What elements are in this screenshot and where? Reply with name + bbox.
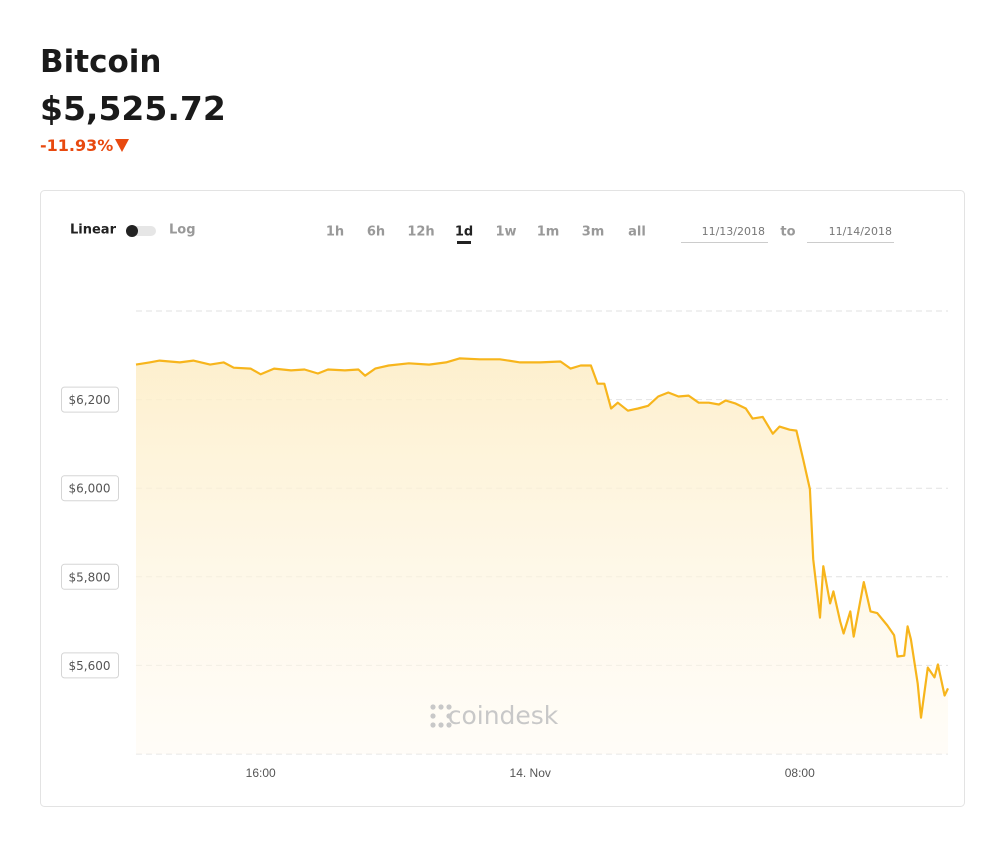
price: $5,525.72 — [40, 89, 226, 128]
log-label[interactable]: Log — [169, 223, 196, 238]
change-text: -11.93% — [40, 136, 114, 155]
y-tick-label: $5,800 — [69, 570, 111, 584]
down-arrow — [115, 139, 130, 152]
range-button[interactable]: 6h — [367, 225, 385, 240]
logo-dot — [446, 722, 452, 728]
toggle-knob — [126, 225, 138, 237]
x-tick-label: 16:00 — [246, 766, 276, 780]
to-label: to — [780, 225, 795, 240]
scale-toggle[interactable] — [126, 225, 156, 237]
range-button[interactable]: 1d — [455, 225, 473, 240]
date-to[interactable]: 11/14/2018 — [829, 225, 892, 238]
logo-dot — [438, 704, 444, 710]
range-button[interactable]: all — [628, 225, 646, 240]
x-tick-label: 14. Nov — [510, 766, 551, 780]
y-tick-label: $5,600 — [69, 659, 111, 673]
card — [40, 190, 965, 807]
price-change: -11.93% — [40, 136, 130, 155]
range-button[interactable]: 12h — [407, 225, 434, 240]
range-button[interactable]: 1w — [495, 225, 516, 240]
logo-dot — [430, 704, 436, 710]
area — [136, 358, 948, 754]
watermark: coindesk — [448, 701, 559, 730]
x-tick-label: 08:00 — [785, 766, 815, 780]
price-line — [135, 357, 949, 719]
y-tick-label: $6,000 — [69, 482, 111, 496]
logo-dot — [446, 704, 452, 710]
range-underline — [457, 241, 471, 244]
y-tick-box — [61, 652, 119, 679]
logo-dot — [430, 713, 436, 719]
date-from[interactable]: 11/13/2018 — [702, 225, 765, 238]
y-tick-box — [61, 563, 119, 590]
y-tick-box — [61, 475, 119, 502]
linear-label[interactable]: Linear — [70, 223, 117, 238]
logo-dot — [430, 722, 436, 728]
range-button[interactable]: 1m — [537, 225, 560, 240]
range-button[interactable]: 1h — [326, 225, 344, 240]
logo-dot — [438, 722, 444, 728]
y-tick-box — [61, 386, 119, 413]
logo-dot — [446, 713, 452, 719]
coin-name: Bitcoin — [40, 44, 162, 80]
y-tick-label: $6,200 — [69, 393, 111, 407]
range-button[interactable]: 3m — [582, 225, 605, 240]
